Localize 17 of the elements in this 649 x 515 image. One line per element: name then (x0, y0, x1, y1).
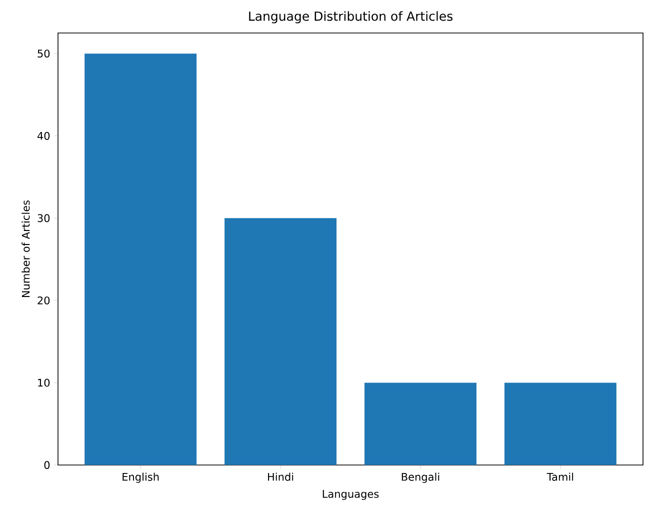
y-tick-label: 50 (38, 50, 50, 58)
bar (224, 218, 337, 465)
x-tick-label: Tamil (546, 472, 574, 481)
x-tick-label: Hindi (268, 472, 294, 481)
x-tick-label: Bengali (402, 472, 440, 483)
y-tick-label: 30 (38, 214, 50, 222)
y-axis-title: Number of Articles (22, 200, 30, 298)
bar (504, 382, 616, 465)
bar (84, 54, 197, 465)
x-axis-title: Languages (322, 490, 379, 500)
chart-title: Language Distribution of Articles (249, 11, 452, 24)
y-tick-label: 40 (37, 132, 50, 140)
y-tick-label: 20 (38, 296, 50, 304)
y-tick-label: 0 (44, 461, 50, 469)
y-tick-label: 10 (38, 378, 50, 387)
x-tick-label: English (122, 472, 159, 483)
bar (364, 382, 476, 465)
